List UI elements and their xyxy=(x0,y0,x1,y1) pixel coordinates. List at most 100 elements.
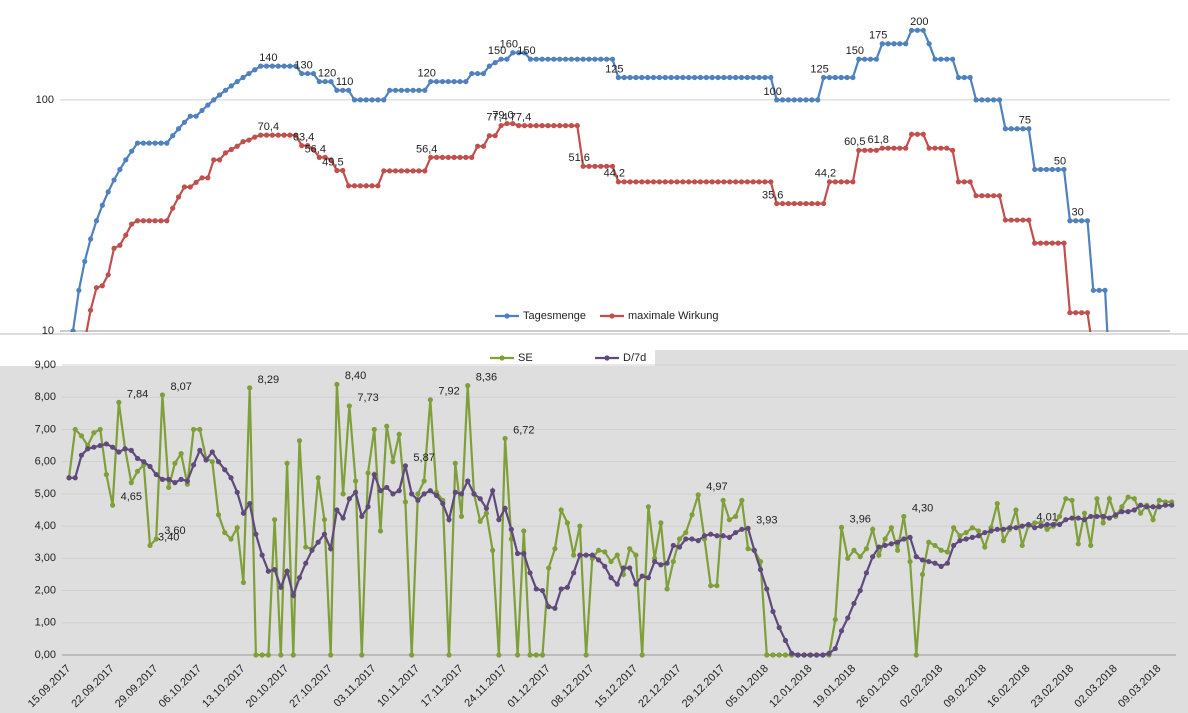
series-point xyxy=(583,552,589,558)
series-point xyxy=(714,583,720,589)
series-point xyxy=(709,74,715,81)
series-point xyxy=(415,491,421,497)
series-point xyxy=(645,74,651,81)
series-point xyxy=(492,133,498,139)
series-point xyxy=(1037,166,1044,173)
series-point xyxy=(514,550,521,557)
series-point xyxy=(1156,504,1162,510)
series-point xyxy=(134,218,141,224)
data-label: 120 xyxy=(318,68,336,80)
series-point xyxy=(1096,287,1102,293)
series-point xyxy=(961,179,967,185)
series-point xyxy=(166,476,172,482)
series-point xyxy=(1125,494,1131,500)
data-label: 175 xyxy=(869,30,887,42)
data-label: 30 xyxy=(1071,207,1083,219)
data-label: 50 xyxy=(1054,155,1066,167)
series-point xyxy=(178,451,184,457)
series-point xyxy=(820,200,827,207)
series-point xyxy=(650,74,657,81)
series-point xyxy=(664,560,670,566)
series-point xyxy=(1162,502,1169,508)
series-point xyxy=(271,517,278,523)
series-point xyxy=(328,652,334,658)
series-point xyxy=(803,97,809,103)
series-point xyxy=(1032,240,1038,246)
series-point xyxy=(1002,217,1008,223)
data-label: 77,4 xyxy=(510,112,531,124)
series-point xyxy=(1088,542,1094,549)
series-point xyxy=(490,488,496,494)
series-point xyxy=(375,183,381,189)
series-point xyxy=(1014,126,1020,132)
series-point xyxy=(110,444,116,450)
series-point xyxy=(739,497,745,503)
series-point xyxy=(498,123,504,129)
series-point xyxy=(99,283,105,289)
series-point xyxy=(662,179,668,185)
series-point xyxy=(782,652,789,658)
series-point xyxy=(290,592,296,598)
series-point xyxy=(1056,521,1063,528)
series-point xyxy=(178,476,184,482)
series-point xyxy=(217,92,223,98)
series-point xyxy=(521,550,527,557)
series-point xyxy=(891,41,897,47)
series-point xyxy=(739,526,745,532)
series-point xyxy=(352,489,359,495)
series-point xyxy=(608,575,614,581)
series-point xyxy=(158,140,164,146)
data-label: 4,97 xyxy=(706,481,727,493)
series-point xyxy=(715,179,721,185)
series-point xyxy=(340,491,346,497)
series-point xyxy=(93,218,100,224)
series-point xyxy=(844,74,850,81)
data-label: 160 xyxy=(500,39,518,51)
series-point xyxy=(975,533,982,539)
data-label: 5,87 xyxy=(413,452,434,464)
y-tick-label: 6,00 xyxy=(35,456,56,468)
series-point xyxy=(187,184,193,190)
series-point xyxy=(602,563,608,569)
series-point xyxy=(215,512,222,518)
series-point xyxy=(951,542,957,549)
series-point xyxy=(91,430,97,436)
series-point xyxy=(676,544,683,550)
series-point xyxy=(387,168,393,174)
series-point xyxy=(197,426,203,433)
series-point xyxy=(1000,538,1007,544)
series-point xyxy=(228,536,234,542)
series-point xyxy=(483,510,490,516)
series-point xyxy=(275,132,281,138)
series-point xyxy=(502,435,508,442)
series-point xyxy=(950,56,956,62)
series-point xyxy=(396,488,402,494)
series-point xyxy=(726,534,732,540)
data-label: 8,36 xyxy=(476,372,497,384)
y-tick-label: 9,00 xyxy=(35,359,56,371)
series-point xyxy=(844,179,850,185)
series-point xyxy=(832,645,838,652)
series-point xyxy=(78,452,85,458)
series-point xyxy=(1069,497,1075,503)
series-point xyxy=(888,541,894,547)
series-point xyxy=(199,107,205,114)
series-point xyxy=(926,558,932,565)
series-point xyxy=(1061,240,1067,246)
series-point xyxy=(1019,542,1025,549)
series-point xyxy=(862,56,868,62)
series-point xyxy=(271,567,278,573)
series-point xyxy=(721,74,727,81)
series-point xyxy=(789,650,795,656)
series-point xyxy=(475,70,481,77)
series-point xyxy=(281,132,287,138)
series-point xyxy=(390,459,396,465)
series-point xyxy=(558,507,564,513)
series-point xyxy=(514,652,521,658)
series-point xyxy=(287,132,293,138)
series-point xyxy=(433,492,440,499)
series-point xyxy=(1063,496,1069,502)
data-label: 125 xyxy=(605,63,623,75)
data-label: 35,6 xyxy=(762,189,783,201)
